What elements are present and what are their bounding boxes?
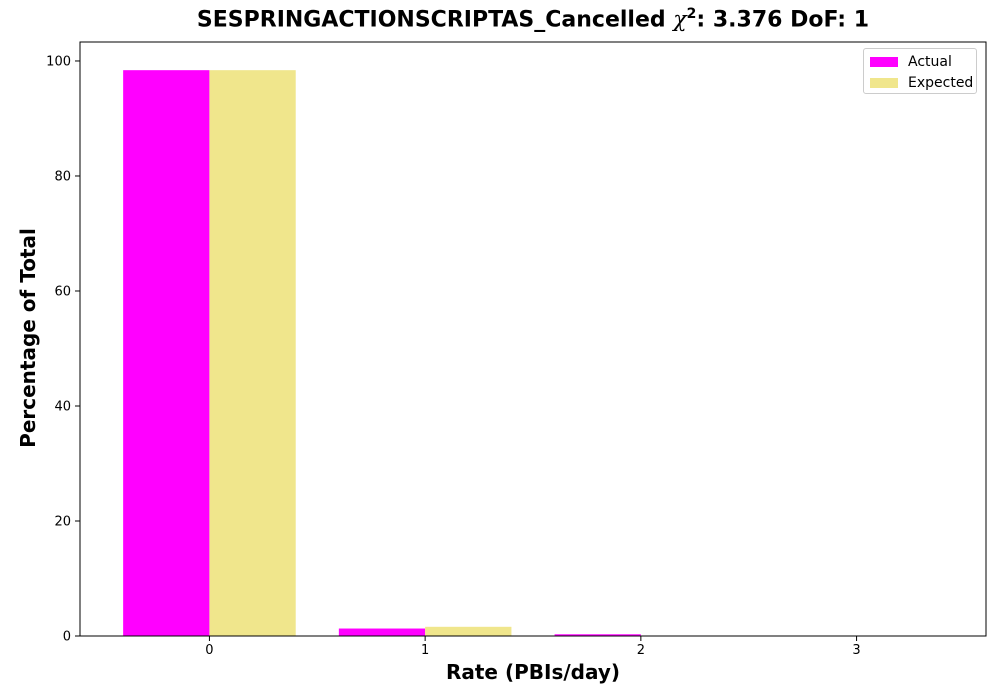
y-tick-label: 60 — [54, 284, 71, 299]
x-tick-label: 1 — [421, 643, 429, 658]
bar-expected-1 — [425, 626, 512, 636]
axes-frame — [79, 41, 987, 637]
x-tick-label: 0 — [205, 643, 213, 658]
legend-item-expected: Expected — [870, 75, 973, 91]
legend-label-actual: Actual — [908, 54, 952, 70]
bars — [123, 70, 641, 636]
bar-expected-0 — [209, 70, 296, 636]
chart-title: SESPRINGACTIONSCRIPTAS_Cancelled χ2: 3.3… — [80, 6, 986, 32]
bar-actual-1 — [338, 628, 426, 636]
x-tick-label: 2 — [637, 643, 645, 658]
chart-title-stats: : 3.376 DoF: 1 — [696, 7, 870, 33]
legend-label-expected: Expected — [908, 75, 974, 91]
y-tick-label: 40 — [54, 399, 71, 414]
y-tick-label: 20 — [54, 514, 71, 529]
legend-item-actual: Actual — [870, 54, 952, 70]
y-tick-label: 80 — [54, 169, 71, 184]
y-tick-label: 0 — [63, 630, 71, 645]
x-tick-label: 3 — [852, 643, 860, 658]
chi-symbol: χ — [673, 7, 687, 33]
chart-title-name: SESPRINGACTIONSCRIPTAS_Cancelled — [196, 7, 666, 33]
legend: Actual Expected — [863, 48, 977, 94]
x-axis: 0 1 2 3 — [205, 636, 861, 658]
bar-actual-2 — [554, 634, 641, 636]
x-axis-label: Rate (PBIs/day) — [445, 660, 621, 684]
y-axis-label: Percentage of Total — [16, 228, 40, 448]
legend-swatch-expected — [870, 78, 898, 88]
y-tick-label: 100 — [46, 54, 71, 69]
legend-swatch-actual — [870, 57, 898, 67]
y-axis: 0 20 40 60 80 100 — [46, 54, 80, 645]
bar-actual-0 — [123, 70, 210, 636]
chi-exponent: 2 — [686, 6, 697, 22]
